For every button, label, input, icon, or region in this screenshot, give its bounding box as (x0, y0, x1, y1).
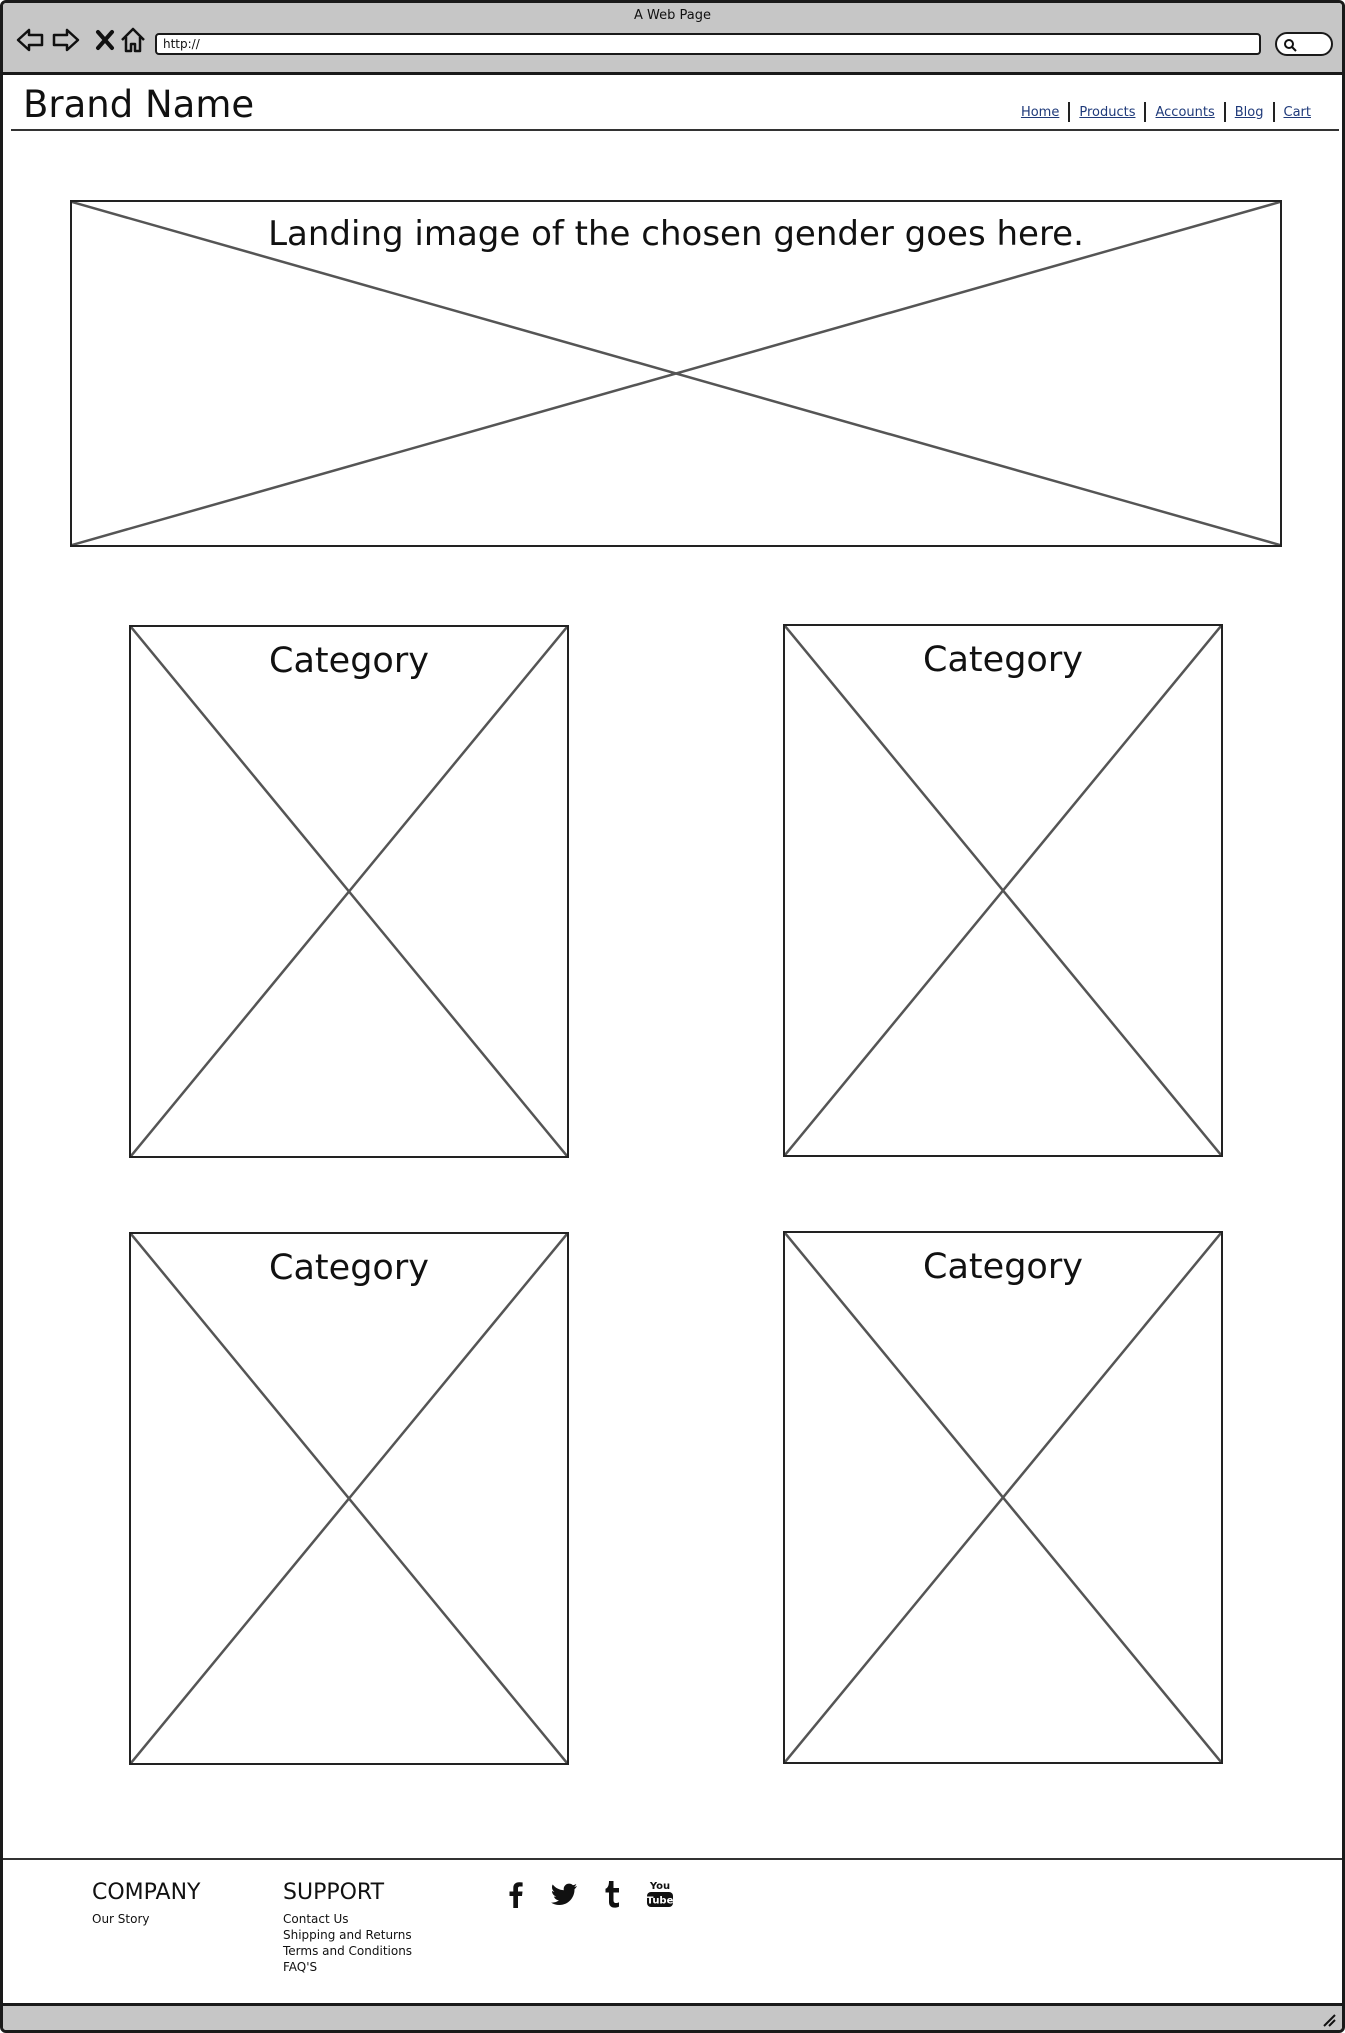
back-arrow-icon[interactable] (15, 25, 45, 55)
window-title: A Web Page (634, 8, 711, 23)
category-label: Category (269, 1248, 429, 1288)
nav-link-blog[interactable]: Blog (1234, 104, 1264, 120)
home-icon[interactable] (118, 25, 148, 55)
category-label: Category (269, 641, 429, 681)
footer-support-heading: SUPPORT (283, 1880, 385, 1905)
footer-link-contact-us[interactable]: Contact Us (283, 1912, 349, 1926)
resize-grip-icon[interactable] (1320, 2011, 1336, 2027)
stop-x-icon[interactable] (90, 25, 120, 55)
footer-link-our-story[interactable]: Our Story (92, 1912, 150, 1926)
category-label: Category (923, 1247, 1083, 1287)
footer-link-shipping-returns[interactable]: Shipping and Returns (283, 1928, 412, 1942)
nav-link-accounts[interactable]: Accounts (1155, 104, 1215, 120)
footer-link-terms-conditions[interactable]: Terms and Conditions (283, 1944, 413, 1958)
header-divider (11, 129, 1339, 131)
footer-link-faqs[interactable]: FAQ'S (283, 1960, 318, 1974)
hero-image-caption: Landing image of the chosen gender goes … (268, 214, 1084, 254)
brand-name[interactable]: Brand Name (23, 83, 255, 126)
browser-search-button[interactable] (1275, 32, 1333, 56)
category-label: Category (923, 640, 1083, 680)
address-bar[interactable]: http:// (155, 33, 1261, 55)
image-placeholder-cross (131, 1234, 567, 1763)
tumblr-icon[interactable] (596, 1876, 628, 1912)
image-placeholder-cross (131, 627, 567, 1156)
hero-image-placeholder[interactable]: Landing image of the chosen gender goes … (70, 200, 1282, 547)
social-links: You Tube (500, 1876, 676, 1912)
nav-link-cart[interactable]: Cart (1283, 104, 1312, 120)
nav-separator (1144, 102, 1147, 122)
svg-text:You: You (649, 1881, 670, 1892)
browser-status-bar (3, 2003, 1342, 2030)
category-tile[interactable]: Category (783, 624, 1223, 1157)
search-icon (1284, 39, 1297, 52)
facebook-icon[interactable] (500, 1876, 532, 1912)
nav-link-home[interactable]: Home (1020, 104, 1060, 120)
nav-link-products[interactable]: Products (1079, 104, 1136, 120)
browser-toolbar: A Web Page http:// (3, 3, 1342, 75)
category-tile[interactable]: Category (783, 1231, 1223, 1764)
image-placeholder-cross (785, 626, 1221, 1155)
svg-text:Tube: Tube (647, 1896, 674, 1907)
nav-separator (1068, 102, 1071, 122)
forward-arrow-icon[interactable] (51, 25, 81, 55)
footer-support-column: SUPPORT Contact Us Shipping and Returns … (283, 1880, 412, 1975)
footer-company-column: COMPANY Our Story (92, 1880, 200, 1927)
nav-separator (1272, 102, 1275, 122)
youtube-icon[interactable]: You Tube (644, 1876, 676, 1912)
category-tile[interactable]: Category (129, 1232, 569, 1765)
nav-separator (1223, 102, 1226, 122)
footer-divider (3, 1858, 1342, 1860)
image-placeholder-cross (72, 202, 1280, 545)
image-placeholder-cross (785, 1233, 1221, 1762)
footer-company-heading: COMPANY (92, 1880, 201, 1905)
category-tile[interactable]: Category (129, 625, 569, 1158)
top-navigation: Home Products Accounts Blog Cart (1012, 102, 1320, 122)
twitter-icon[interactable] (548, 1876, 580, 1912)
